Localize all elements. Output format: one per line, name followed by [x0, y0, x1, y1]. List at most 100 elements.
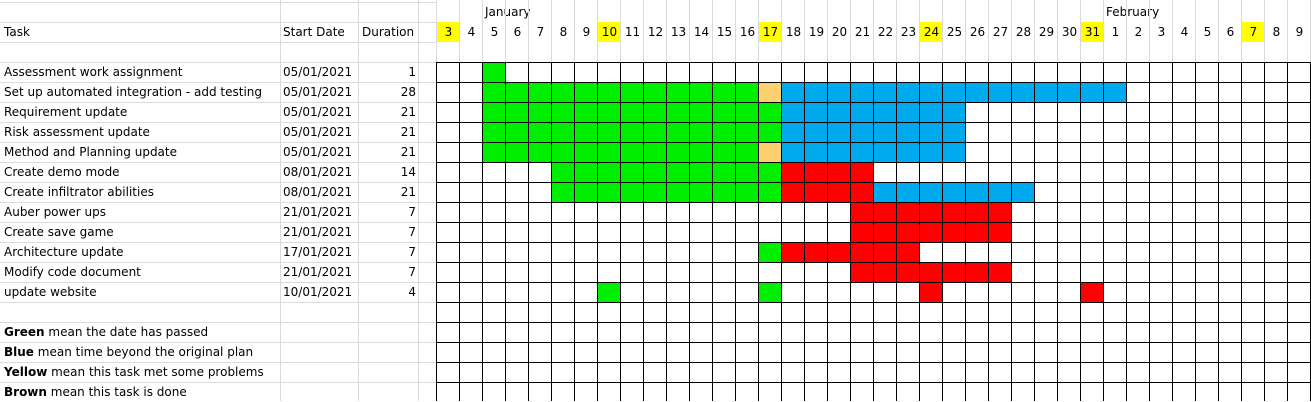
task-duration[interactable]: 7 — [408, 265, 416, 279]
task-duration[interactable]: 4 — [408, 285, 416, 299]
gantt-bar-cell — [689, 182, 712, 202]
gantt-bar-cell — [919, 82, 942, 102]
task-duration[interactable]: 21 — [400, 145, 416, 159]
day-number: 8 — [1272, 25, 1281, 39]
task-name[interactable]: Method and Planning update — [4, 145, 177, 159]
gantt-bar-cell — [505, 82, 528, 102]
gantt-bar-cell — [896, 102, 919, 122]
gantt-bar-cell — [896, 182, 919, 202]
gantt-bar-cell — [919, 282, 942, 302]
gantt-bar-cell — [712, 142, 735, 162]
gantt-bar-cell — [735, 122, 758, 142]
day-number: 26 — [969, 25, 986, 39]
day-number: 10 — [598, 22, 621, 42]
day-number: 23 — [900, 25, 917, 39]
gantt-bar-cell — [666, 182, 689, 202]
gantt-bar-cell — [528, 122, 551, 142]
day-number: 31 — [1081, 22, 1104, 42]
legend-item: Blue mean time beyond the original plan — [4, 342, 253, 362]
gantt-bar-cell — [850, 82, 873, 102]
gantt-bar-cell — [827, 102, 850, 122]
gantt-bar-cell — [896, 262, 919, 282]
gantt-bar-cell — [919, 122, 942, 142]
gantt-bar-cell — [551, 162, 574, 182]
task-name[interactable]: Auber power ups — [4, 205, 106, 219]
task-duration[interactable]: 21 — [400, 105, 416, 119]
day-number: 28 — [1015, 25, 1032, 39]
gantt-bar-cell — [758, 142, 781, 162]
gantt-bar-cell — [850, 142, 873, 162]
task-start-date[interactable]: 05/01/2021 — [283, 85, 353, 99]
legend-item: Green mean the date has passed — [4, 322, 208, 342]
task-duration[interactable]: 28 — [400, 85, 416, 99]
task-name[interactable]: update website — [4, 285, 97, 299]
gantt-bar-cell — [689, 162, 712, 182]
task-duration[interactable]: 1 — [408, 65, 416, 79]
gantt-bar-cell — [850, 202, 873, 222]
gantt-bar-cell — [689, 122, 712, 142]
task-name[interactable]: Architecture update — [4, 245, 124, 259]
gantt-bar-cell — [689, 102, 712, 122]
gantt-bar-cell — [482, 102, 505, 122]
gantt-bar-cell — [850, 102, 873, 122]
gantt-bar-cell — [873, 262, 896, 282]
task-start-date[interactable]: 05/01/2021 — [283, 105, 353, 119]
gantt-bar-cell — [620, 102, 643, 122]
task-duration[interactable]: 21 — [400, 185, 416, 199]
gantt-bar-cell — [620, 82, 643, 102]
gantt-bar-cell — [965, 202, 988, 222]
day-number: 30 — [1061, 25, 1078, 39]
gantt-bar-cell — [919, 102, 942, 122]
gantt-bar-cell — [666, 82, 689, 102]
task-start-date[interactable]: 10/01/2021 — [283, 285, 353, 299]
day-number: 16 — [739, 25, 756, 39]
task-name[interactable]: Create infiltrator abilities — [4, 185, 154, 199]
task-name[interactable]: Assessment work assignment — [4, 65, 183, 79]
task-start-date[interactable]: 21/01/2021 — [283, 205, 353, 219]
task-name[interactable]: Modify code document — [4, 265, 141, 279]
task-duration[interactable]: 7 — [408, 205, 416, 219]
gantt-bar-cell — [942, 82, 965, 102]
gantt-bar-cell — [689, 82, 712, 102]
gantt-bar-cell — [873, 102, 896, 122]
gantt-bar-cell — [758, 82, 781, 102]
gantt-bar-cell — [873, 82, 896, 102]
task-duration[interactable]: 14 — [400, 165, 416, 179]
gantt-bar-cell — [896, 242, 919, 262]
day-number: 5 — [490, 25, 499, 39]
task-start-date[interactable]: 21/01/2021 — [283, 225, 353, 239]
gantt-bar-cell — [597, 142, 620, 162]
day-number: 21 — [854, 25, 871, 39]
gantt-bar-cell — [597, 282, 620, 302]
task-start-date[interactable]: 05/01/2021 — [283, 65, 353, 79]
gantt-bar-cell — [735, 142, 758, 162]
gantt-bar-cell — [804, 102, 827, 122]
day-number: 5 — [1203, 25, 1212, 39]
gantt-bar-cell — [712, 122, 735, 142]
task-start-date[interactable]: 05/01/2021 — [283, 145, 353, 159]
task-start-date[interactable]: 08/01/2021 — [283, 165, 353, 179]
gantt-bar-cell — [827, 162, 850, 182]
task-duration[interactable]: 21 — [400, 125, 416, 139]
task-start-date[interactable]: 05/01/2021 — [283, 125, 353, 139]
task-name[interactable]: Requirement update — [4, 105, 128, 119]
task-start-date[interactable]: 08/01/2021 — [283, 185, 353, 199]
task-duration[interactable]: 7 — [408, 245, 416, 259]
gantt-bar-cell — [965, 82, 988, 102]
task-name[interactable]: Set up automated integration - add testi… — [4, 85, 263, 99]
task-duration[interactable]: 7 — [408, 225, 416, 239]
gantt-bar-cell — [528, 142, 551, 162]
task-name[interactable]: Create save game — [4, 225, 114, 239]
day-number: 19 — [808, 25, 825, 39]
gantt-bar-cell — [758, 242, 781, 262]
task-name[interactable]: Risk assessment update — [4, 125, 150, 139]
task-start-date[interactable]: 21/01/2021 — [283, 265, 353, 279]
gantt-bar-cell — [712, 182, 735, 202]
gantt-bar-cell — [988, 182, 1011, 202]
gantt-bar-cell — [712, 102, 735, 122]
day-number: 25 — [946, 25, 963, 39]
gantt-bar-cell — [505, 142, 528, 162]
task-start-date[interactable]: 17/01/2021 — [283, 245, 353, 259]
gantt-bar-cell — [919, 262, 942, 282]
task-name[interactable]: Create demo mode — [4, 165, 120, 179]
